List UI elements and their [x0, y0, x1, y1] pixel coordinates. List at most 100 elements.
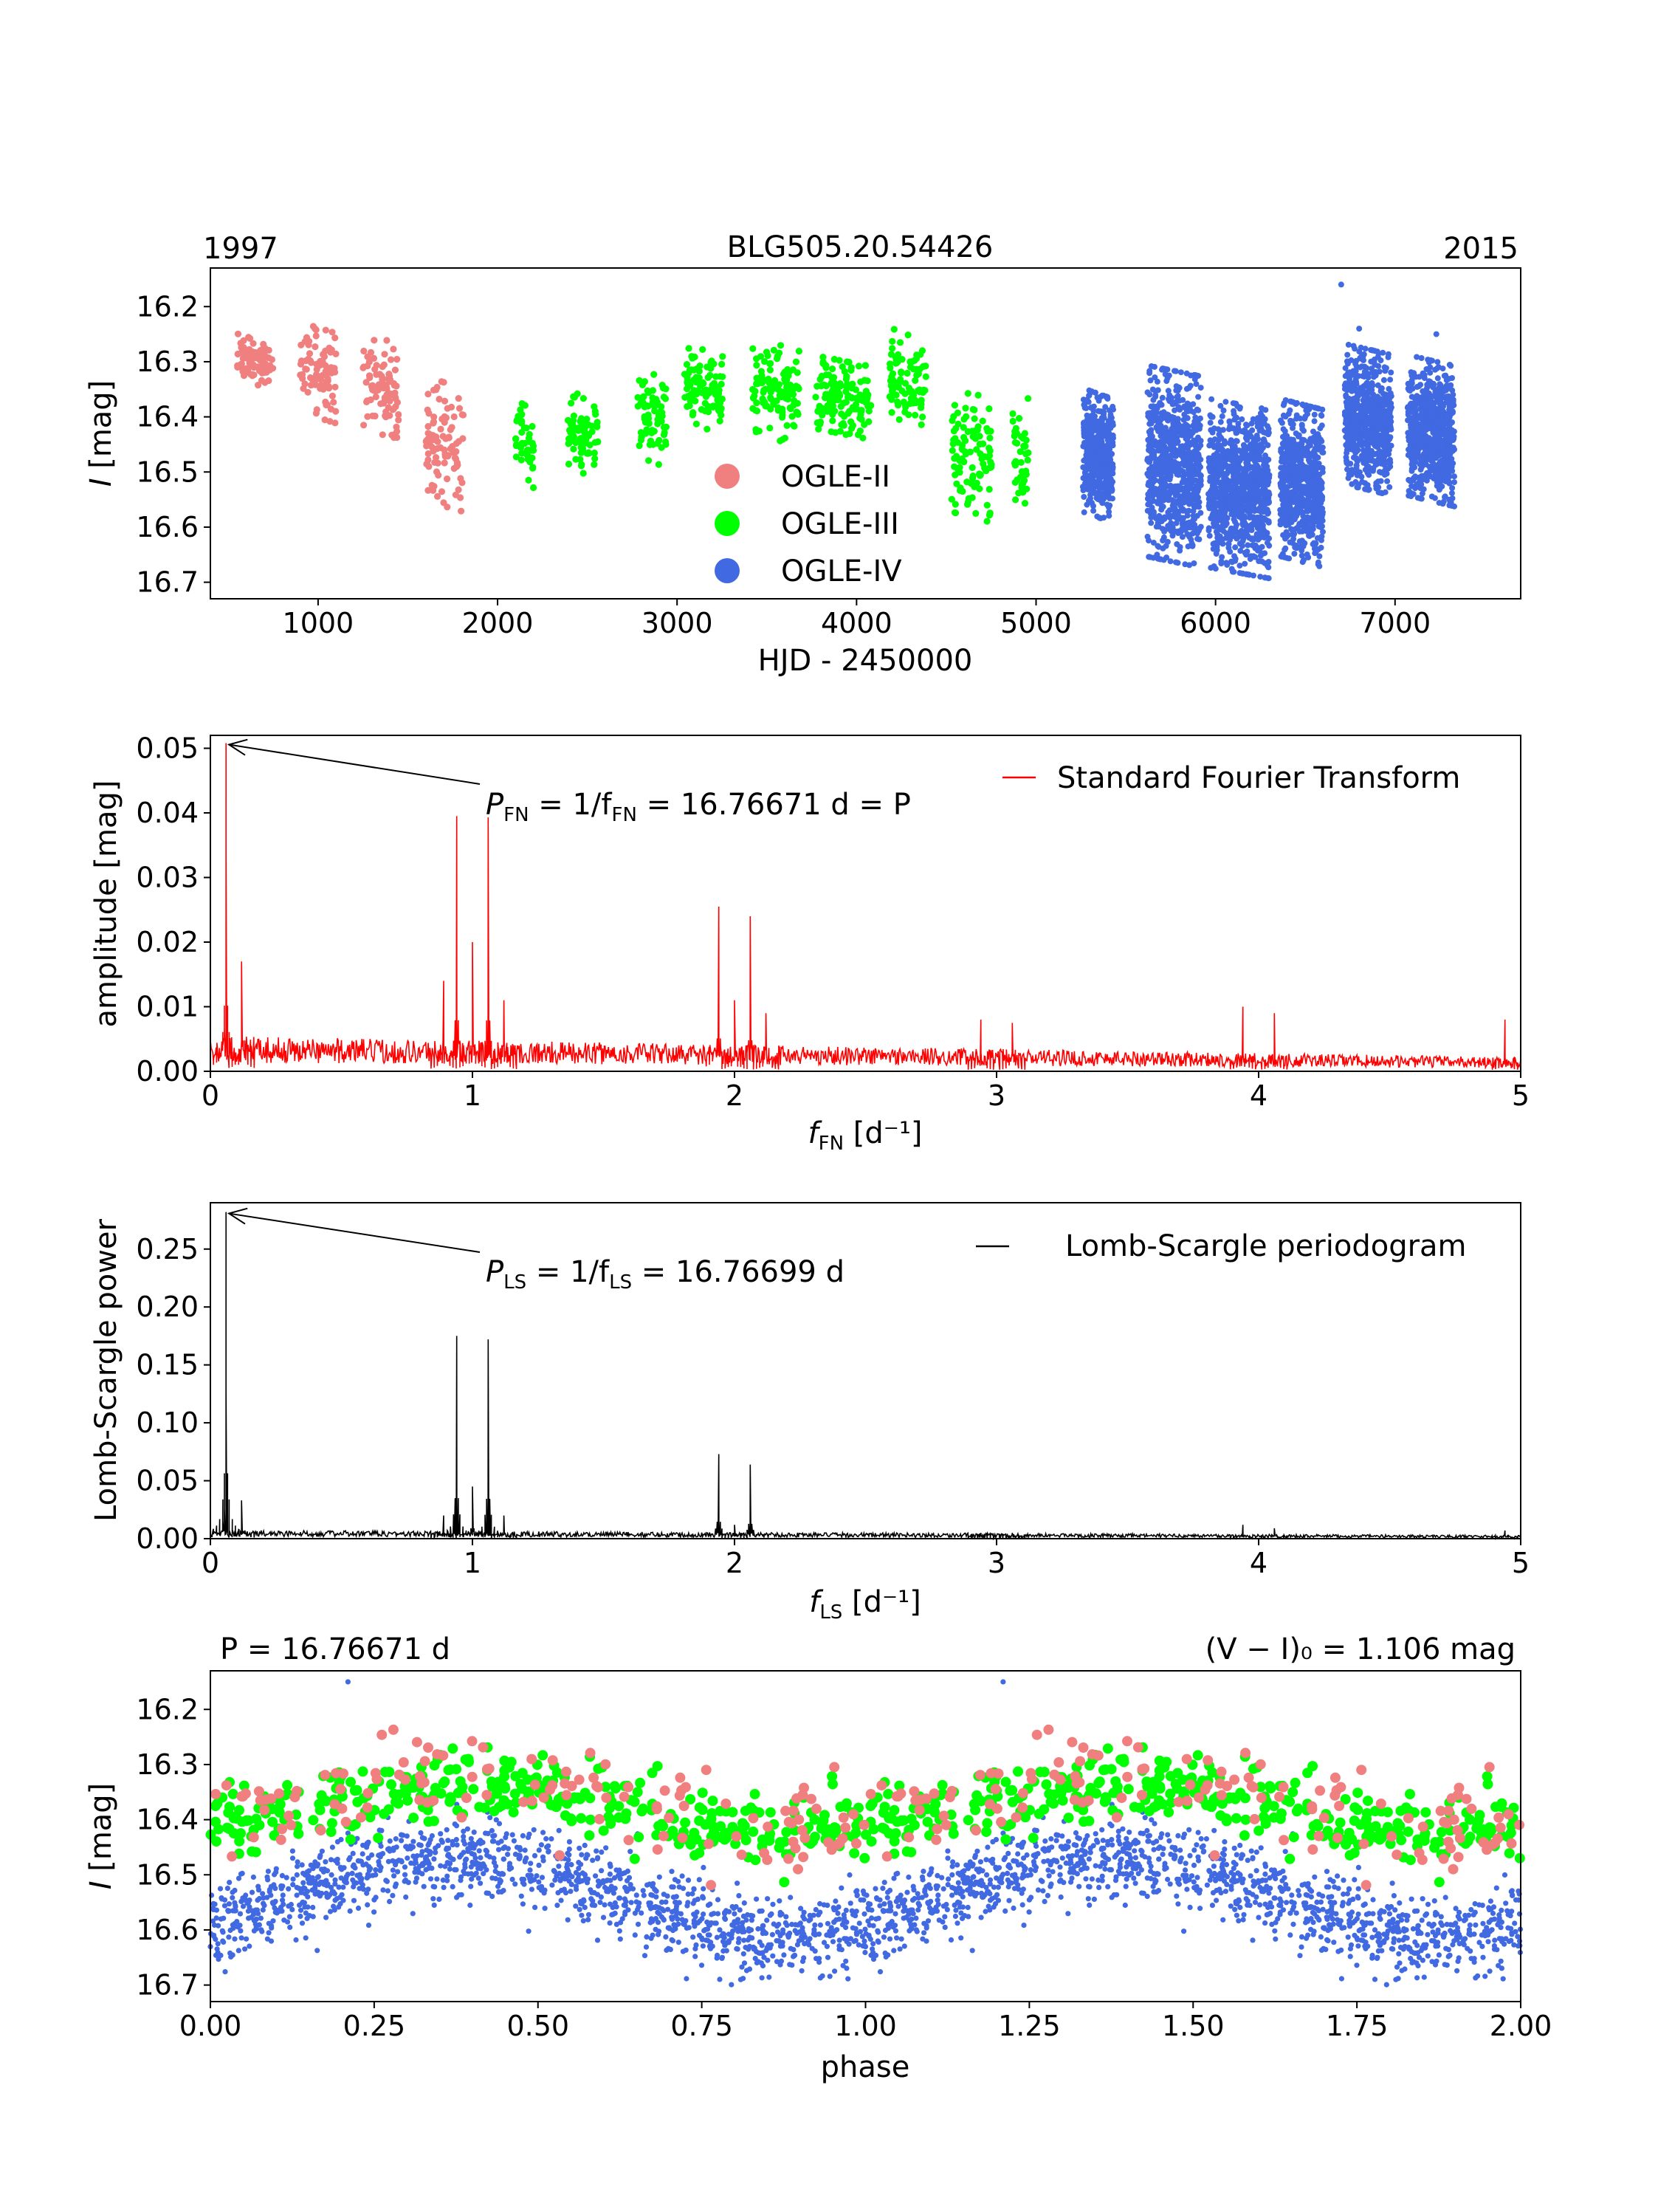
- light-curve-point: [304, 388, 312, 396]
- light-curve-point: [1318, 524, 1324, 531]
- light-curve-point: [974, 391, 982, 399]
- light-curve-point: [1155, 442, 1161, 448]
- light-curve-point: [1448, 490, 1455, 496]
- light-curve-point: [918, 421, 925, 428]
- light-curve-point: [331, 419, 339, 427]
- light-curve-point: [1259, 525, 1266, 532]
- light-curve-point: [954, 466, 962, 474]
- light-curve-point: [1097, 433, 1104, 439]
- light-curve-point: [1102, 483, 1109, 490]
- light-curve-point: [568, 399, 575, 407]
- light-curve-point: [889, 345, 896, 352]
- light-curve-point: [1381, 402, 1388, 408]
- light-curve-point: [1092, 453, 1098, 460]
- light-curve-point: [1341, 411, 1348, 418]
- light-curve-point: [435, 472, 442, 479]
- light-curve-point: [1257, 498, 1264, 504]
- light-curve-point: [572, 456, 579, 463]
- light-curve-point: [761, 358, 768, 365]
- light-curve-point: [1282, 498, 1289, 505]
- light-curve-point: [651, 408, 658, 415]
- light-curve-point: [526, 458, 534, 466]
- light-curve-point: [1025, 449, 1032, 456]
- light-curve-point: [777, 437, 784, 444]
- light-curve-point: [658, 444, 665, 451]
- light-curve-point: [1102, 493, 1109, 500]
- light-curve-point: [1207, 419, 1214, 426]
- light-curve-point: [1349, 481, 1355, 487]
- light-curve-point: [1318, 537, 1324, 543]
- light-curve-point: [1160, 468, 1166, 475]
- light-curve-point: [1228, 558, 1234, 565]
- light-curve-point: [1289, 419, 1296, 425]
- light-curve-point: [643, 426, 650, 433]
- light-curve-point: [1284, 554, 1290, 561]
- light-curve-point: [1380, 430, 1387, 437]
- light-curve-point: [1167, 558, 1174, 565]
- light-curve-point: [892, 379, 899, 386]
- light-curve-point: [1217, 445, 1224, 452]
- light-curve-point: [1213, 500, 1220, 506]
- light-curve-point: [753, 355, 760, 363]
- light-curve-point: [1154, 378, 1160, 385]
- light-curve-point: [1451, 402, 1457, 408]
- light-curve-point: [1209, 429, 1216, 436]
- light-curve-point: [1100, 414, 1107, 421]
- light-curve-point: [1303, 464, 1310, 470]
- light-curve-point: [1171, 462, 1177, 469]
- light-curve-point: [1211, 470, 1217, 477]
- light-curve-point: [1084, 412, 1090, 419]
- light-curve-point: [1279, 419, 1285, 426]
- light-curve-point: [1163, 414, 1170, 421]
- light-curve-point: [1222, 399, 1229, 405]
- light-curve-point: [1091, 421, 1098, 427]
- light-curve-point: [1233, 430, 1239, 436]
- light-curve-point: [1211, 478, 1218, 485]
- light-curve-point: [1227, 537, 1234, 543]
- light-curve-point: [570, 433, 578, 441]
- light-curve-point: [904, 332, 912, 339]
- light-curve-point: [1153, 464, 1160, 471]
- light-curve-point: [449, 443, 456, 450]
- light-curve-point: [1084, 396, 1090, 403]
- light-curve-point: [1220, 520, 1226, 526]
- light-curve-point: [794, 411, 802, 418]
- light-curve-point: [440, 379, 447, 386]
- light-curve-point: [269, 365, 277, 372]
- light-curve-point: [985, 405, 993, 413]
- light-curve-point: [865, 418, 873, 425]
- light-curve-point: [859, 434, 867, 442]
- light-curve-point: [1092, 490, 1098, 497]
- light-curve-point: [585, 450, 592, 457]
- light-curve-point: [1186, 534, 1193, 540]
- light-curve-point: [383, 337, 391, 344]
- light-curve-point: [1197, 476, 1204, 483]
- light-curve-point: [1236, 487, 1242, 493]
- light-curve-point: [1207, 437, 1214, 444]
- light-curve-point: [1191, 560, 1197, 566]
- light-curve-point: [1104, 455, 1110, 461]
- light-curve-point: [1278, 446, 1284, 453]
- light-curve-point: [1022, 467, 1030, 475]
- light-curve-point: [517, 419, 526, 427]
- light-curve-point: [954, 409, 961, 416]
- light-curve-point: [1250, 506, 1256, 513]
- light-curve-point: [444, 504, 451, 511]
- light-curve-point: [862, 398, 870, 405]
- light-curve-point: [648, 427, 656, 434]
- light-curve-point: [1184, 490, 1191, 496]
- light-curve-point: [1387, 377, 1394, 383]
- light-curve-point: [1380, 377, 1387, 383]
- light-curve-point: [577, 418, 584, 425]
- light-curve-point: [1150, 540, 1157, 546]
- light-curve-point: [588, 428, 596, 436]
- light-curve-point: [987, 464, 994, 471]
- light-curve-point: [1307, 403, 1313, 410]
- light-curve-point: [312, 343, 319, 351]
- light-curve-point: [1320, 449, 1327, 456]
- light-curve-point: [1445, 376, 1452, 382]
- light-curve-point: [1214, 522, 1220, 528]
- light-curve-point: [1146, 537, 1152, 544]
- light-curve-point: [1180, 460, 1186, 467]
- light-curve-point: [1161, 433, 1167, 440]
